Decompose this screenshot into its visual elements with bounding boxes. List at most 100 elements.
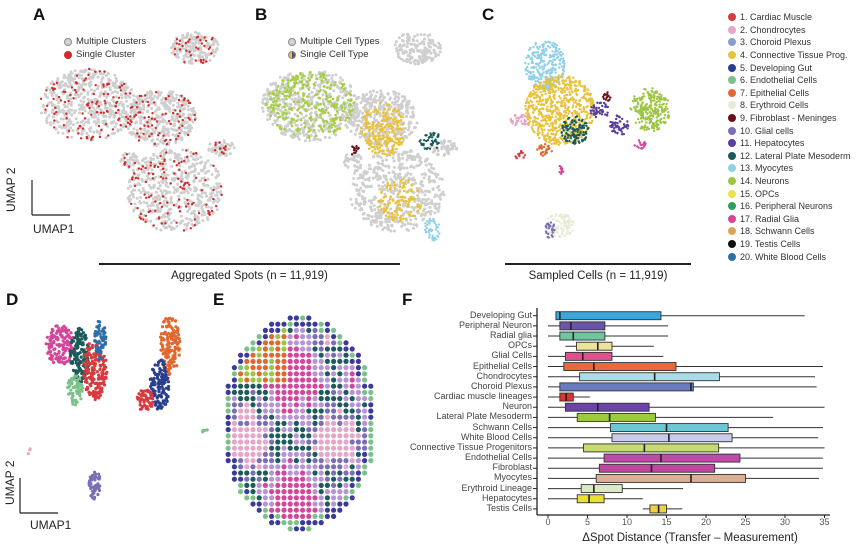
umap-point <box>382 127 385 131</box>
umap-point <box>311 73 314 77</box>
umap-point <box>351 182 355 186</box>
umap-point <box>548 46 552 49</box>
umap-point <box>334 125 337 128</box>
umap-point <box>45 86 49 90</box>
umap-point <box>161 117 165 121</box>
umap-point <box>279 128 283 131</box>
umap-point <box>409 106 413 110</box>
umap-point <box>106 92 110 96</box>
umap-point <box>405 101 409 105</box>
umap-point <box>72 97 75 100</box>
umap-point <box>78 107 82 111</box>
umap-point <box>196 204 200 208</box>
umap-point <box>305 84 309 87</box>
umap-point <box>184 41 187 45</box>
umap-point <box>132 195 135 199</box>
umap-point <box>400 38 404 42</box>
umap-point <box>543 63 546 66</box>
umap-point <box>98 94 102 98</box>
umap-point <box>161 195 165 198</box>
umap-point <box>297 95 301 99</box>
umap-point <box>149 156 153 160</box>
umap-point <box>372 141 375 145</box>
umap-point <box>54 106 57 109</box>
umap-point <box>368 134 372 138</box>
umap-point <box>172 219 176 223</box>
umap-point <box>411 37 415 41</box>
umap-point <box>397 153 400 157</box>
umap-point <box>206 218 210 222</box>
umap-point <box>171 90 175 94</box>
umap-point <box>136 159 139 162</box>
umap-point <box>363 196 367 200</box>
umap-point <box>381 185 385 189</box>
umap-point <box>169 197 173 201</box>
umap-point <box>379 89 383 93</box>
umap-point <box>343 87 346 90</box>
umap-point <box>414 181 418 185</box>
umap-point <box>178 168 181 171</box>
umap-point <box>189 227 192 230</box>
umap-point <box>425 227 429 230</box>
umap-point <box>164 149 168 152</box>
umap-point <box>185 49 188 52</box>
umap-point <box>82 96 86 100</box>
umap-point <box>155 113 159 117</box>
umap-point <box>182 184 185 187</box>
umap-point <box>268 117 272 121</box>
umap-point <box>316 93 319 96</box>
umap-point <box>525 56 528 59</box>
umap-point <box>430 40 434 44</box>
umap-point <box>153 196 157 199</box>
umap-point <box>175 224 179 228</box>
umap-point <box>266 106 270 110</box>
umap-point <box>287 81 290 85</box>
umap-point <box>539 103 542 107</box>
umap-point <box>421 197 425 201</box>
umap-point <box>102 83 105 86</box>
umap-point <box>170 127 174 131</box>
umap-point <box>69 75 73 78</box>
umap-point <box>574 99 578 102</box>
umap-point <box>151 203 155 207</box>
umap-point <box>207 148 211 152</box>
umap-point <box>313 84 317 87</box>
umap-point <box>298 87 302 91</box>
umap-point <box>575 92 578 95</box>
umap-point <box>128 161 132 165</box>
umap-point <box>322 85 326 88</box>
umap-point <box>381 137 385 141</box>
umap-point <box>408 51 412 55</box>
umap-point <box>161 127 165 131</box>
umap-point <box>438 232 441 235</box>
umap-point <box>380 208 383 211</box>
umap-point <box>562 99 565 102</box>
umap-point <box>316 83 320 87</box>
umap-point <box>335 106 339 109</box>
umap-point <box>393 186 397 190</box>
umap-point <box>402 166 406 170</box>
umap-point <box>275 118 279 122</box>
umap-point <box>296 108 300 112</box>
umap-point <box>114 76 118 80</box>
umap-point <box>128 194 131 198</box>
umap-point <box>65 112 68 115</box>
umap-point <box>400 57 404 61</box>
umap-point <box>154 200 157 203</box>
umap-point <box>203 171 207 175</box>
umap-point <box>290 117 294 121</box>
umap-point <box>287 90 290 93</box>
umap-point <box>120 84 124 87</box>
umap-point <box>142 103 145 107</box>
umap-point <box>544 47 547 50</box>
umap-point <box>429 212 432 216</box>
umap-point <box>410 205 414 209</box>
umap-point <box>183 97 186 100</box>
umap-point <box>365 93 369 96</box>
umap-point <box>378 114 382 118</box>
umap-point <box>328 100 332 104</box>
umap-point <box>394 177 398 181</box>
umap-point <box>324 119 328 123</box>
umap-point <box>192 35 196 39</box>
umap-point <box>566 77 569 80</box>
